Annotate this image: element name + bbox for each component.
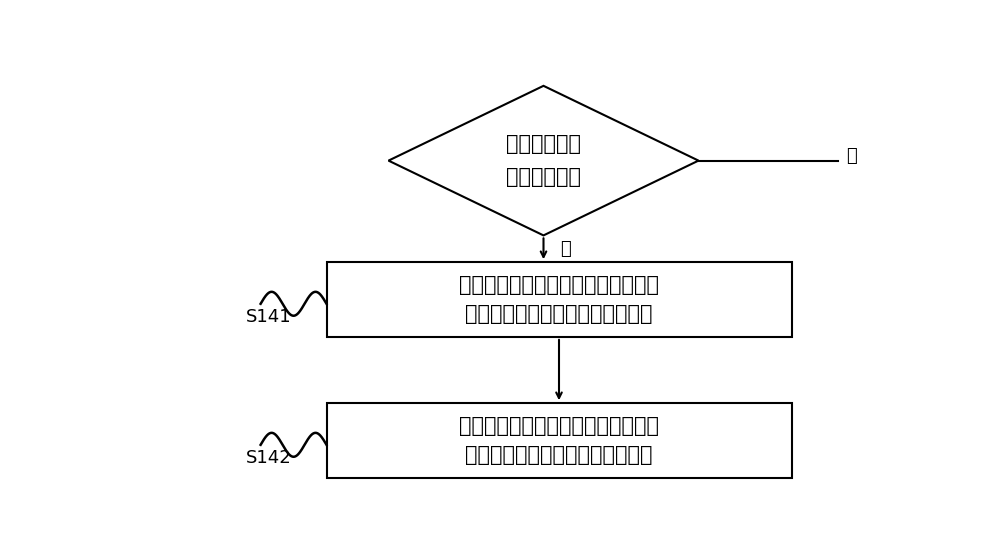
Text: 所述第一队列: 所述第一队列 [506, 134, 581, 154]
Text: S141: S141 [246, 307, 291, 326]
Polygon shape [388, 86, 698, 235]
Text: 通过所述第一通讯装置向所述智能设: 通过所述第一通讯装置向所述智能设 [459, 275, 659, 295]
Bar [327, 403, 792, 478]
Text: 是否列有命令: 是否列有命令 [506, 167, 581, 187]
Text: 备依次发送所述第二队列中的命令: 备依次发送所述第二队列中的命令 [465, 446, 653, 466]
Text: 备依次发送所述第一队列中的命令: 备依次发送所述第一队列中的命令 [465, 305, 653, 325]
Text: 通过所述第一通讯装置向所述智能设: 通过所述第一通讯装置向所述智能设 [459, 416, 659, 436]
Text: S142: S142 [246, 448, 291, 467]
Text: 否: 否 [847, 147, 857, 165]
Bar [327, 262, 792, 337]
Text: 是: 是 [560, 240, 571, 258]
